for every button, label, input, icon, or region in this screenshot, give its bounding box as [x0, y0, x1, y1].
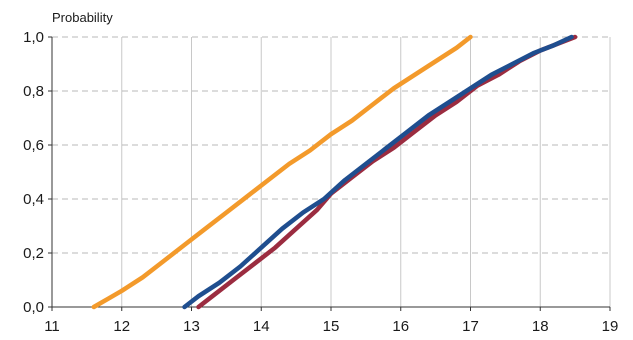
x-tick-label-3: 14	[253, 318, 270, 335]
y-tick-label-1: 0,2	[23, 245, 44, 262]
series-line-1	[196, 34, 578, 310]
x-tick-label-8: 19	[602, 318, 619, 335]
x-tick-labels: 11 12 13 14 15 16 17 18 19	[44, 307, 618, 335]
x-tick-label-4: 15	[323, 318, 340, 335]
y-tick-label-0: 0,0	[23, 299, 44, 316]
x-tick-label-6: 17	[462, 318, 479, 335]
x-tick-label-0: 11	[44, 318, 60, 335]
y-tick-label-4: 0,8	[23, 83, 44, 100]
y-tick-labels: 0,0 0,2 0,4 0,6 0,8 1,0	[23, 29, 52, 316]
y-tick-label-2: 0,4	[23, 191, 44, 208]
x-tick-label-7: 18	[532, 318, 549, 335]
y-tick-label-3: 0,6	[23, 137, 44, 154]
x-tick-label-2: 13	[183, 318, 200, 335]
x-tick-label-1: 12	[113, 318, 130, 335]
y-axis-title: Probability	[52, 10, 113, 25]
y-tick-label-5: 1,0	[23, 29, 44, 46]
series-lines	[91, 34, 578, 310]
grid	[52, 36, 611, 307]
series-line-0	[91, 34, 473, 310]
series-line-2	[182, 34, 574, 310]
x-tick-label-5: 16	[392, 318, 409, 335]
